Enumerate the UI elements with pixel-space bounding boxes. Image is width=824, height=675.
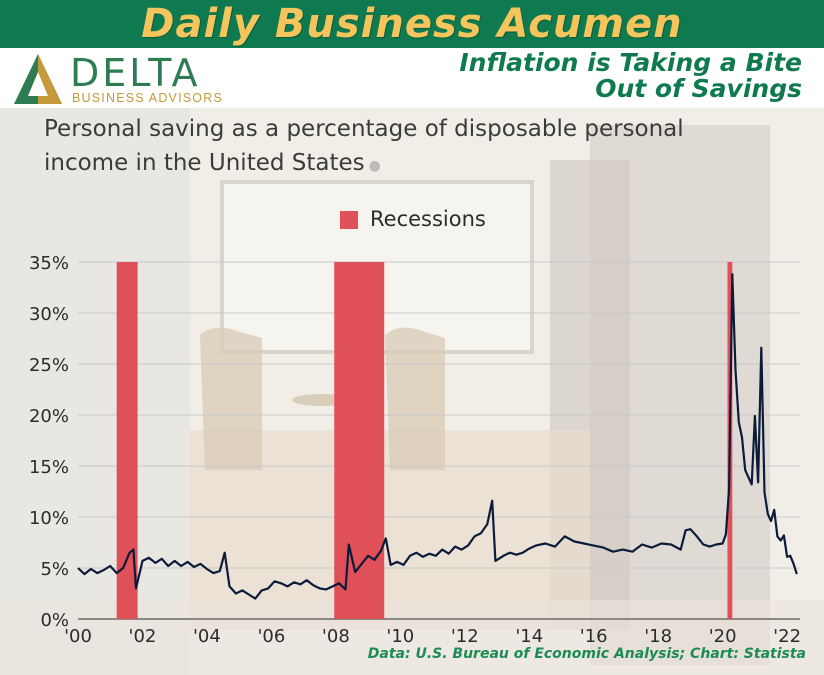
- chart-title: Personal saving as a percentage of dispo…: [44, 112, 684, 183]
- headline: Inflation is Taking a Bite Out of Saving…: [459, 50, 802, 102]
- x-tick-label: '10: [386, 626, 414, 647]
- headline-line-1: Inflation is Taking a Bite: [459, 48, 802, 77]
- x-tick-label: '16: [580, 626, 608, 647]
- banner: Daily Business Acumen: [0, 0, 824, 48]
- y-tick-label: 10%: [29, 508, 69, 529]
- x-tick-label: '06: [257, 626, 285, 647]
- chart-title-text: Personal saving as a percentage of dispo…: [44, 116, 684, 176]
- title-dot-icon: ●: [368, 158, 381, 174]
- legend-swatch-recessions: [340, 211, 358, 229]
- chart-source: Data: U.S. Bureau of Economic Analysis; …: [367, 646, 806, 662]
- header-band: [0, 48, 824, 108]
- y-tick-label: 0%: [40, 610, 69, 631]
- delta-logo: DELTA BUSINESS ADVISORS: [10, 50, 240, 108]
- x-tick-label: '04: [193, 626, 221, 647]
- y-tick-label: 30%: [29, 304, 69, 325]
- x-tick-label: '14: [515, 626, 543, 647]
- y-tick-label: 35%: [29, 253, 69, 274]
- x-tick-label: '22: [773, 626, 801, 647]
- y-tick-label: 25%: [29, 355, 69, 376]
- saving-rate-line: [77, 273, 798, 600]
- y-tick-label: 15%: [29, 457, 69, 478]
- y-tick-label: 20%: [29, 406, 69, 427]
- banner-title: Daily Business Acumen: [141, 1, 683, 47]
- legend-label-recessions: Recessions: [370, 207, 486, 231]
- y-tick-label: 5%: [40, 559, 69, 580]
- x-tick-label: '18: [644, 626, 672, 647]
- x-tick-label: '00: [64, 626, 92, 647]
- delta-triangle-icon: [14, 54, 62, 104]
- logo-wordmark: DELTA: [70, 51, 201, 95]
- headline-line-2: Out of Savings: [595, 74, 802, 103]
- x-tick-label: '08: [322, 626, 350, 647]
- recession-band: [116, 262, 138, 619]
- x-tick-label: '02: [129, 626, 157, 647]
- logo-subtitle: BUSINESS ADVISORS: [72, 91, 223, 105]
- x-tick-label: '12: [451, 626, 479, 647]
- x-tick-label: '20: [709, 626, 737, 647]
